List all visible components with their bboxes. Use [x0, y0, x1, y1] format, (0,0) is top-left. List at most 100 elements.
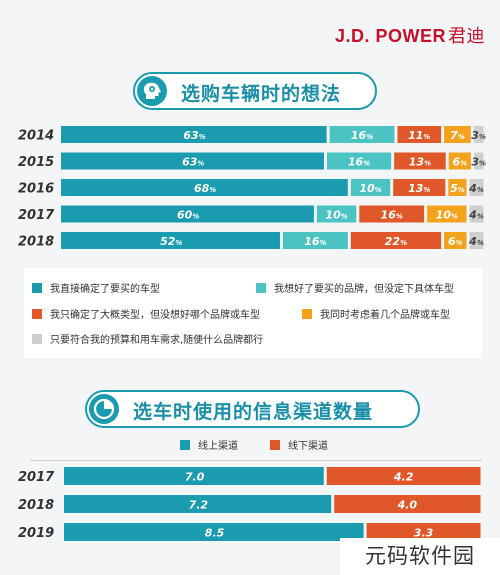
- brand-name-cn: 君迪: [448, 26, 486, 46]
- bar-segment: [473, 126, 484, 143]
- section1-title: 选购车辆时的想法: [181, 83, 342, 105]
- bar-segment: [64, 495, 332, 513]
- data-label: 4.0: [397, 499, 418, 512]
- data-label: 4%: [468, 182, 484, 195]
- data-label: 7%: [450, 129, 465, 142]
- bar-segment: [326, 152, 392, 170]
- bar-segment: [469, 205, 484, 223]
- legend-label: 只要符合我的预算和用车需求,随便什么品牌都行: [50, 335, 264, 346]
- data-label: 4%: [468, 235, 484, 248]
- data-label: 4.2: [393, 471, 414, 484]
- legend-swatch: [32, 308, 42, 319]
- bar-segment: [334, 495, 481, 513]
- data-label: 11%: [408, 129, 430, 142]
- category-label: 2014: [18, 129, 54, 144]
- bar-segment: [350, 232, 442, 249]
- bar-segment: [64, 467, 324, 485]
- legend-swatch: [256, 282, 266, 293]
- bar-segment: [427, 205, 467, 223]
- section1-header: 选购车辆时的想法: [133, 72, 377, 110]
- data-label: 16%: [381, 209, 403, 222]
- bar-segment: [359, 205, 425, 223]
- data-label: 10%: [436, 209, 458, 222]
- legend-item: 只要符合我的预算和用车需求,随便什么品牌都行: [32, 331, 263, 346]
- legend-label: 我只确定了大概类型，但没想好哪个品牌或车型: [50, 310, 260, 321]
- brand-name: J.D. POWER: [335, 26, 447, 46]
- category-label: 2016: [18, 182, 54, 197]
- legend-swatch: [270, 439, 280, 450]
- data-label: 13%: [409, 156, 431, 169]
- data-label: 63%: [182, 156, 204, 169]
- section2-header: 选车时使用的信息渠道数量: [85, 390, 420, 428]
- data-label: 22%: [385, 235, 407, 248]
- divider: [30, 460, 482, 461]
- bar-segment: [61, 205, 314, 223]
- head-brain-icon: [137, 75, 167, 106]
- legend-1: 我直接确定了要买的车型 我想好了要买的品牌，但没定下具体车型 我只确定了大概类型…: [24, 268, 482, 358]
- category-label: 2015: [18, 155, 54, 170]
- section2-title: 选车时使用的信息渠道数量: [133, 401, 374, 423]
- watermark: 元码软件园: [340, 538, 500, 575]
- bar-segment: [448, 179, 467, 196]
- legend-swatch: [32, 333, 42, 344]
- data-label: 68%: [194, 182, 216, 195]
- data-label: 3%: [471, 156, 486, 169]
- legend-item: 我直接确定了要买的车型: [32, 280, 160, 295]
- bar-segment: [350, 179, 391, 196]
- legend-label: 我同时考虑着几个品牌或车型: [320, 310, 450, 321]
- legend-label: 我直接确定了要买的车型: [50, 284, 160, 295]
- pie-chart-icon: [89, 393, 119, 424]
- data-label: 3.3: [414, 527, 434, 540]
- category-label: 2018: [18, 235, 54, 250]
- bar-segment: [61, 152, 324, 170]
- bar-segment: [316, 205, 357, 223]
- bar-segment: [61, 126, 327, 143]
- bar-segment: [61, 179, 348, 196]
- category-label: 2017: [18, 470, 55, 485]
- legend-swatch: [302, 308, 312, 319]
- data-label: 3%: [471, 129, 486, 142]
- bar-segment: [326, 467, 481, 485]
- bar-segment: [473, 152, 484, 170]
- category-label: 2019: [18, 526, 54, 541]
- data-label: 10%: [359, 182, 381, 195]
- legend-item: 线下渠道: [270, 437, 328, 452]
- legend-swatch: [180, 439, 190, 450]
- brand-logo: J.D. POWER 君迪: [335, 22, 485, 48]
- data-label: 60%: [177, 209, 199, 222]
- legend-item: 我只确定了大概类型，但没想好哪个品牌或车型: [32, 306, 260, 321]
- data-label: 52%: [160, 235, 182, 248]
- legend-label: 我想好了要买的品牌，但没定下具体车型: [274, 284, 454, 295]
- bar-segment: [64, 523, 364, 541]
- bar-segment: [61, 232, 280, 249]
- data-label: 6%: [452, 156, 467, 169]
- bar-segment: [444, 126, 471, 143]
- data-label: 7.2: [189, 499, 209, 512]
- data-label: 4%: [468, 209, 484, 222]
- legend-item: 我同时考虑着几个品牌或车型: [302, 306, 450, 321]
- legend-label: 线下渠道: [288, 441, 328, 452]
- legend-item: 我想好了要买的品牌，但没定下具体车型: [256, 280, 454, 295]
- data-label: 16%: [304, 235, 326, 248]
- data-label: 63%: [183, 129, 205, 142]
- data-label: 13%: [408, 182, 430, 195]
- bar-segment: [282, 232, 348, 249]
- bar-segment: [469, 179, 484, 196]
- legend-item: 线上渠道: [180, 437, 238, 452]
- legend-swatch: [32, 282, 42, 293]
- legend-label: 线上渠道: [198, 441, 238, 452]
- bar-segment: [366, 523, 481, 541]
- data-label: 8.5: [205, 527, 225, 540]
- data-label: 6%: [448, 235, 463, 248]
- category-label: 2018: [18, 498, 54, 513]
- bar-segment: [397, 126, 442, 143]
- data-label: 10%: [325, 209, 347, 222]
- bar-segment: [393, 179, 446, 196]
- bar-segment: [444, 232, 467, 249]
- data-label: 16%: [348, 156, 370, 169]
- bar-segment: [394, 152, 446, 170]
- data-label: 16%: [351, 129, 373, 142]
- bar-segment: [329, 126, 395, 143]
- bar-segment: [469, 232, 484, 249]
